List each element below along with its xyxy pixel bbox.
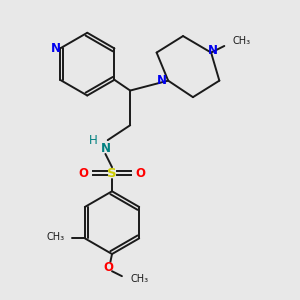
Text: CH₃: CH₃ [47,232,65,242]
Text: CH₃: CH₃ [232,36,251,46]
Text: N: N [51,42,61,55]
Text: O: O [135,167,146,180]
Text: O: O [79,167,88,180]
Text: O: O [104,261,114,274]
Text: N: N [157,74,167,87]
Text: N: N [100,142,110,155]
Text: CH₃: CH₃ [130,274,148,284]
Text: H: H [89,134,98,147]
Text: N: N [208,44,218,57]
Text: S: S [107,167,117,180]
